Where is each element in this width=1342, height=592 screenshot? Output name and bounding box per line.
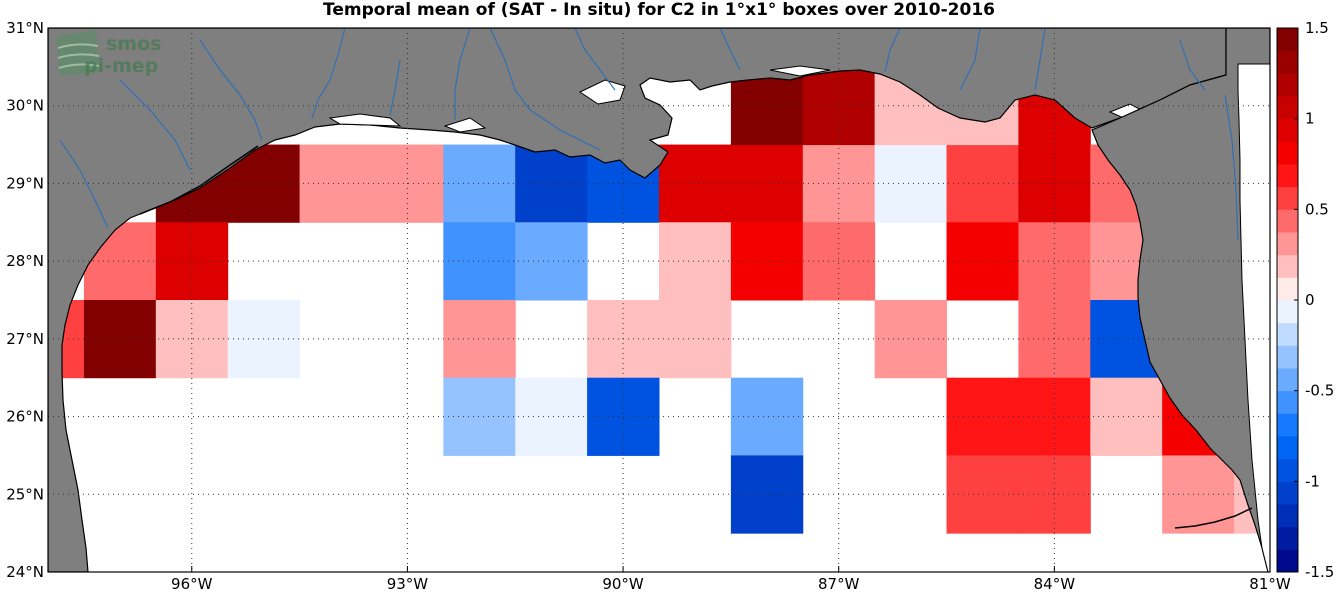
y-tick-label: 30°N <box>6 97 44 115</box>
colorbar-step <box>1277 458 1298 482</box>
anomaly-cell <box>443 144 516 223</box>
anomaly-cell <box>1018 300 1091 379</box>
colorbar-step <box>1277 322 1298 346</box>
colorbar-step <box>1277 209 1298 233</box>
x-tick-label: 87°W <box>818 575 860 592</box>
colorbar-step <box>1277 436 1298 460</box>
colorbar-step <box>1277 549 1298 573</box>
anomaly-cell <box>730 377 804 456</box>
y-tick-label: 28°N <box>6 252 44 270</box>
anomaly-cell <box>659 300 732 379</box>
colorbar-tick-label: -0.5 <box>1305 382 1334 400</box>
colorbar-step <box>1277 413 1298 437</box>
anomaly-cell <box>1090 377 1163 456</box>
colorbar-step <box>1277 50 1298 74</box>
bay-water <box>769 65 831 77</box>
y-tick-label: 24°N <box>6 563 44 581</box>
anomaly-cell <box>1018 377 1091 456</box>
atlantic-water <box>1237 63 1270 572</box>
colorbar-step <box>1277 390 1298 414</box>
colorbar-step <box>1277 277 1298 301</box>
colorbar <box>1276 27 1299 573</box>
y-tick-label: 31°N <box>6 19 44 37</box>
map-grid <box>48 28 1270 572</box>
colorbar-step <box>1277 300 1298 324</box>
colorbar-step <box>1277 504 1298 528</box>
colorbar-tick-label: 0.5 <box>1305 200 1329 218</box>
colorbar-step <box>1277 232 1298 256</box>
anomaly-cell <box>659 144 732 223</box>
anomaly-cell <box>874 144 948 223</box>
anomaly-cell <box>1018 455 1091 534</box>
colorbar-tick-label: -1 <box>1305 472 1320 490</box>
colorbar-step <box>1277 118 1298 142</box>
colorbar-step <box>1277 73 1298 97</box>
x-tick-label: 96°W <box>171 575 213 592</box>
colorbar-tick-label: 0 <box>1305 291 1315 309</box>
colorbar-step <box>1277 28 1298 52</box>
y-tick-label: 27°N <box>6 330 44 348</box>
colorbar-step <box>1277 141 1298 165</box>
map-frame <box>47 27 1271 573</box>
land-gulf-coast <box>48 28 1227 572</box>
colorbar-tick-label: -1.5 <box>1305 563 1334 581</box>
y-tick-label: 29°N <box>6 174 44 192</box>
barrier-island <box>139 145 259 215</box>
y-tick-label: 25°N <box>6 485 44 503</box>
map-area <box>48 28 1270 572</box>
bay-water <box>328 113 402 127</box>
anomaly-cell <box>155 222 229 301</box>
anomaly-cell <box>659 222 732 301</box>
anomaly-cell <box>515 377 588 456</box>
anomaly-cell <box>443 300 516 379</box>
anomaly-cell <box>83 300 157 379</box>
bay-water <box>578 79 626 105</box>
anomaly-cell <box>515 222 588 301</box>
florida-keys <box>1174 507 1253 529</box>
y-tick-label: 26°N <box>6 408 44 426</box>
colorbar-tick-label: 1.5 <box>1305 19 1329 37</box>
x-tick-label: 93°W <box>387 575 429 592</box>
colorbar-step <box>1277 164 1298 188</box>
logo-line1: smos <box>106 33 161 55</box>
x-tick-label: 90°W <box>602 575 644 592</box>
x-tick-label: 81°W <box>1249 575 1291 592</box>
bay-water <box>443 117 487 133</box>
colorbar-step <box>1277 481 1298 505</box>
colorbar-step <box>1277 526 1298 550</box>
colorbar-step <box>1277 186 1298 210</box>
anomaly-cell <box>730 222 804 301</box>
land-florida-peninsula <box>1091 28 1270 572</box>
anomaly-cell <box>874 300 948 379</box>
colorbar-step <box>1277 254 1298 278</box>
anomaly-cell <box>515 144 588 223</box>
y-axis-labels: 24°N 25°N 26°N 27°N 28°N 29°N 30°N 31°N <box>6 19 44 581</box>
logo-line2: pi-mep <box>84 55 158 77</box>
smos-pimep-logo: smos pi-mep <box>56 30 161 77</box>
rivers <box>59 28 1239 241</box>
anomaly-cell <box>730 455 804 534</box>
colorbar-step <box>1277 96 1298 120</box>
x-axis-labels: 96°W 93°W 90°W 87°W 84°W 81°W <box>171 566 1291 592</box>
anomaly-cell <box>443 377 516 456</box>
colorbar-step <box>1277 368 1298 392</box>
anomaly-cell <box>155 300 229 379</box>
anomaly-cell <box>730 144 804 223</box>
x-tick-label: 84°W <box>1034 575 1076 592</box>
anomaly-cell <box>299 144 372 223</box>
colorbar-labels: -1.5 -1 -0.5 0 0.5 1 1.5 <box>1294 19 1334 581</box>
map-title: Temporal mean of (SAT - In situ) for C2 … <box>323 0 995 20</box>
colorbar-tick-label: 1 <box>1305 110 1315 128</box>
colorbar-step <box>1277 345 1298 369</box>
anomaly-cell <box>443 222 516 301</box>
